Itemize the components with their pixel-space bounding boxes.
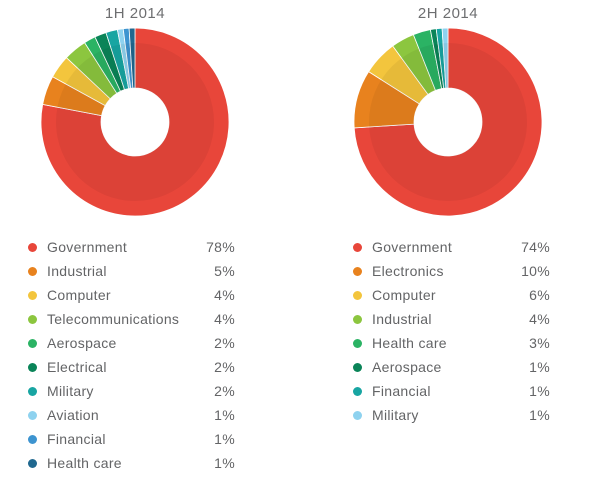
legend-item: Military 1% <box>353 403 550 427</box>
legend-color-dot <box>28 386 37 396</box>
legend-value: 5% <box>214 263 235 279</box>
legend-color-dot <box>353 266 362 276</box>
legend-label: Industrial <box>47 263 107 279</box>
legend-label: Health care <box>47 455 122 471</box>
legend-value: 3% <box>529 335 550 351</box>
legend-value: 1% <box>529 383 550 399</box>
legend-value: 2% <box>214 335 235 351</box>
legend-2h-2014: Government 74% Electronics 10% Computer 6% Ind… <box>353 235 550 427</box>
legend-label: Financial <box>372 383 431 399</box>
legend-item: Aerospace 2% <box>28 331 235 355</box>
legend-label: Health care <box>372 335 447 351</box>
legend-item: Computer 4% <box>28 283 235 307</box>
legend-item: Electronics 10% <box>353 259 550 283</box>
legend-color-dot <box>353 314 362 324</box>
legend-value: 1% <box>214 407 235 423</box>
legend-color-dot <box>28 458 37 468</box>
legend-color-dot <box>353 338 362 348</box>
legend-label: Government <box>47 239 128 255</box>
legend-value: 1% <box>214 455 235 471</box>
legend-color-dot <box>28 266 37 276</box>
legend-color-dot <box>28 314 37 324</box>
legend-item: Military 2% <box>28 379 235 403</box>
legend-item: Financial 1% <box>28 427 235 451</box>
legend-label: Aerospace <box>372 359 442 375</box>
legend-item: Aviation 1% <box>28 403 235 427</box>
legend-item: Health care 1% <box>28 451 235 475</box>
legend-value: 6% <box>529 287 550 303</box>
legend-color-dot <box>353 290 362 300</box>
legend-color-dot <box>28 338 37 348</box>
legend-color-dot <box>28 362 37 372</box>
donut-hole <box>414 88 482 156</box>
legend-item: Industrial 5% <box>28 259 235 283</box>
legend-label: Aviation <box>47 407 99 423</box>
chart-title-1h-2014: 1H 2014 <box>104 5 166 22</box>
legend-color-dot <box>353 410 362 420</box>
legend-item: Health care 3% <box>353 331 550 355</box>
legend-value: 2% <box>214 359 235 375</box>
donut-1h-2014 <box>40 27 230 217</box>
legend-color-dot <box>353 242 362 252</box>
legend-value: 78% <box>206 239 235 255</box>
legend-item: Electrical 2% <box>28 355 235 379</box>
chart-title-2h-2014: 2H 2014 <box>417 5 479 22</box>
legend-value: 2% <box>214 383 235 399</box>
legend-1h-2014: Government 78% Industrial 5% Computer 4% Telec… <box>28 235 235 475</box>
donut-hole <box>101 88 169 156</box>
legend-value: 1% <box>529 359 550 375</box>
legend-value: 4% <box>214 287 235 303</box>
legend-item: Industrial 4% <box>353 307 550 331</box>
legend-value: 4% <box>214 311 235 327</box>
legend-value: 1% <box>529 407 550 423</box>
legend-label: Computer <box>47 287 111 303</box>
legend-label: Aerospace <box>47 335 117 351</box>
legend-label: Military <box>372 407 419 423</box>
legend-color-dot <box>28 434 37 444</box>
legend-item: Computer 6% <box>353 283 550 307</box>
legend-color-dot <box>353 386 362 396</box>
legend-value: 1% <box>214 431 235 447</box>
legend-label: Computer <box>372 287 436 303</box>
legend-label: Telecommunications <box>47 311 180 327</box>
legend-color-dot <box>28 242 37 252</box>
legend-value: 10% <box>521 263 550 279</box>
donut-2h-2014 <box>353 27 543 217</box>
legend-color-dot <box>353 362 362 372</box>
legend-item: Government 74% <box>353 235 550 259</box>
legend-label: Government <box>372 239 453 255</box>
legend-item: Telecommunications 4% <box>28 307 235 331</box>
legend-color-dot <box>28 290 37 300</box>
legend-label: Financial <box>47 431 106 447</box>
legend-label: Military <box>47 383 94 399</box>
legend-label: Electronics <box>372 263 444 279</box>
legend-item: Aerospace 1% <box>353 355 550 379</box>
legend-value: 4% <box>529 311 550 327</box>
legend-item: Government 78% <box>28 235 235 259</box>
legend-label: Industrial <box>372 311 432 327</box>
legend-label: Electrical <box>47 359 107 375</box>
legend-color-dot <box>28 410 37 420</box>
legend-item: Financial 1% <box>353 379 550 403</box>
legend-value: 74% <box>521 239 550 255</box>
